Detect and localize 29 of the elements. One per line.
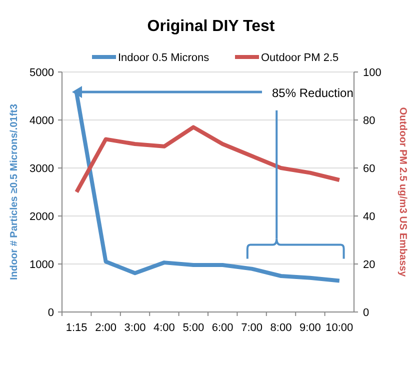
y2-tick-label: 40: [363, 211, 376, 223]
y-axis-title: Indoor # Particles ≥0.5 Microns/.01ft3: [9, 104, 20, 280]
y-tick-label: 3000: [30, 163, 54, 175]
y-tick-label: 4000: [30, 115, 54, 127]
annotation: 85% Reduction: [272, 86, 354, 100]
y2-axis-title: Outdoor PM 2.5 ug/m3 US Embassy: [397, 107, 408, 278]
y-tick-label: 0: [48, 307, 54, 319]
x-tick-label: 3:00: [124, 322, 146, 334]
legend-label: Indoor 0.5 Microns: [118, 52, 210, 64]
chart-title: Original DIY Test: [147, 18, 276, 35]
x-tick-label: 6:00: [212, 322, 234, 334]
x-tick-label: 4:00: [153, 322, 175, 334]
x-tick-label: 5:00: [182, 322, 204, 334]
x-tick-label: 9:00: [299, 322, 321, 334]
y-tick-label: 5000: [30, 67, 54, 79]
y2-tick-label: 100: [363, 67, 382, 79]
legend-label: Outdoor PM 2.5: [261, 52, 339, 64]
y2-tick-label: 20: [363, 259, 376, 271]
y-tick-label: 1000: [30, 259, 54, 271]
y2-tick-label: 60: [363, 163, 376, 175]
x-tick-label: 2:00: [95, 322, 117, 334]
x-tick-label: 7:00: [241, 322, 263, 334]
y2-tick-label: 80: [363, 115, 376, 127]
x-tick-label: 10:00: [326, 322, 354, 334]
y2-tick-label: 0: [363, 307, 370, 319]
x-tick-label: 8:00: [270, 322, 292, 334]
line-series: [74, 125, 342, 194]
y-tick-label: 2000: [30, 211, 54, 223]
x-tick-label: 1:15: [66, 322, 88, 334]
